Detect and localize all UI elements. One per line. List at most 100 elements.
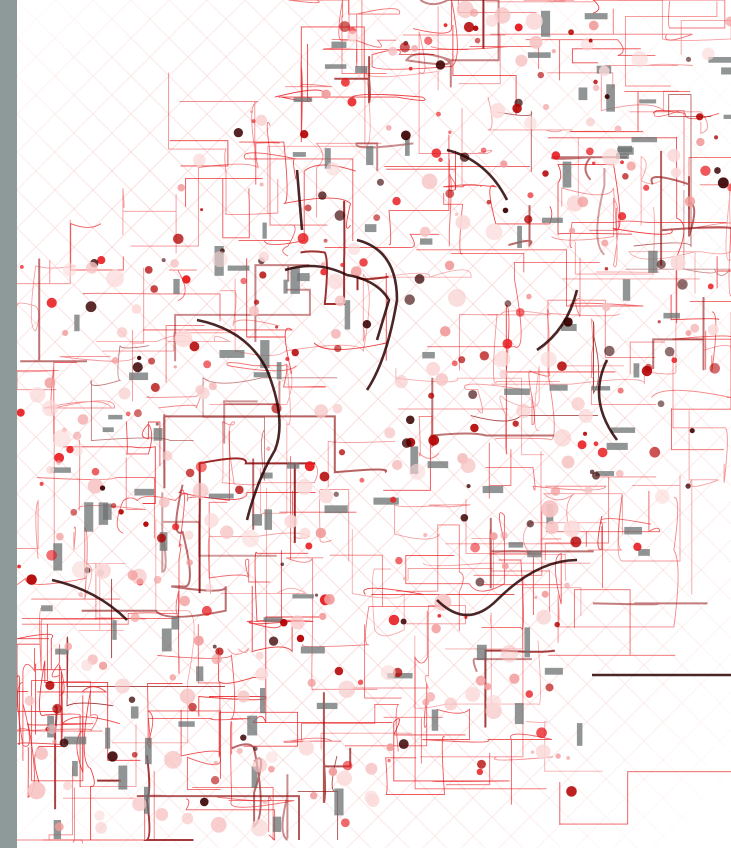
node — [268, 636, 279, 646]
network-line — [315, 67, 382, 218]
node — [318, 488, 334, 504]
node — [285, 356, 290, 362]
gray-block — [638, 549, 650, 556]
gray-block — [324, 148, 331, 169]
node — [193, 635, 204, 646]
node — [250, 110, 254, 114]
gray-block — [618, 145, 633, 153]
network-line — [443, 193, 464, 255]
node — [561, 455, 575, 469]
node — [91, 467, 100, 476]
network-line — [17, 499, 39, 560]
gray-block — [324, 64, 347, 69]
node — [26, 574, 37, 585]
network-line — [624, 1, 718, 87]
node — [657, 400, 665, 408]
node — [458, 356, 466, 364]
node — [340, 818, 350, 828]
node — [240, 277, 247, 285]
network-line — [62, 446, 156, 504]
gray-block — [144, 737, 152, 765]
network-line — [661, 0, 731, 55]
node — [394, 375, 408, 389]
network-line — [422, 562, 591, 567]
node — [545, 683, 554, 692]
node — [428, 434, 440, 446]
node — [570, 536, 582, 548]
network-line — [485, 0, 594, 3]
node — [19, 265, 24, 269]
node — [189, 341, 200, 352]
node — [472, 25, 479, 32]
node — [486, 199, 492, 205]
node — [131, 304, 142, 314]
node — [334, 344, 342, 353]
node — [550, 486, 561, 496]
node — [290, 615, 305, 630]
node — [392, 459, 403, 471]
node — [179, 688, 196, 704]
node — [602, 148, 621, 167]
node — [489, 532, 498, 541]
node — [620, 160, 624, 165]
node — [388, 46, 398, 56]
network-line — [640, 155, 662, 226]
node — [132, 362, 143, 373]
gray-block — [276, 362, 282, 380]
gray-block — [708, 56, 731, 63]
node — [203, 360, 212, 369]
network-line — [83, 690, 95, 840]
node — [266, 446, 271, 452]
node — [670, 255, 686, 271]
node — [173, 365, 177, 369]
network-line — [604, 63, 693, 66]
thick-path — [597, 359, 619, 441]
artwork — [17, 0, 731, 848]
node — [489, 103, 506, 119]
node — [460, 458, 476, 474]
node — [656, 259, 666, 269]
gray-block — [290, 267, 300, 294]
node — [173, 233, 184, 245]
node — [421, 173, 438, 190]
node — [597, 447, 608, 458]
node — [670, 167, 681, 178]
node — [664, 346, 675, 357]
network-line — [322, 692, 352, 804]
node — [725, 16, 731, 27]
node — [502, 207, 509, 214]
network-line — [234, 273, 370, 356]
node — [431, 148, 442, 158]
network-line — [625, 190, 731, 276]
network-line — [430, 46, 540, 69]
node — [213, 760, 219, 766]
network-line — [575, 257, 581, 317]
node — [390, 496, 397, 503]
node — [170, 259, 179, 268]
gray-block — [105, 727, 111, 749]
node — [158, 496, 170, 508]
node — [359, 258, 368, 267]
gray-block — [410, 446, 419, 474]
node — [553, 429, 572, 447]
network-line — [574, 206, 655, 275]
node — [116, 327, 128, 338]
network-line — [36, 477, 155, 539]
node — [554, 621, 560, 628]
node — [690, 323, 700, 333]
node — [309, 792, 318, 800]
node — [464, 615, 468, 620]
network-line — [351, 529, 405, 637]
node — [71, 560, 90, 579]
network-line — [385, 736, 445, 795]
network-line — [345, 683, 428, 747]
node — [388, 614, 400, 626]
node — [255, 114, 268, 127]
node — [321, 89, 331, 99]
node — [255, 667, 269, 681]
network-line — [122, 188, 177, 254]
node — [52, 429, 71, 448]
gray-block — [153, 428, 163, 441]
gray-block — [41, 605, 53, 612]
gray-block — [143, 786, 150, 814]
